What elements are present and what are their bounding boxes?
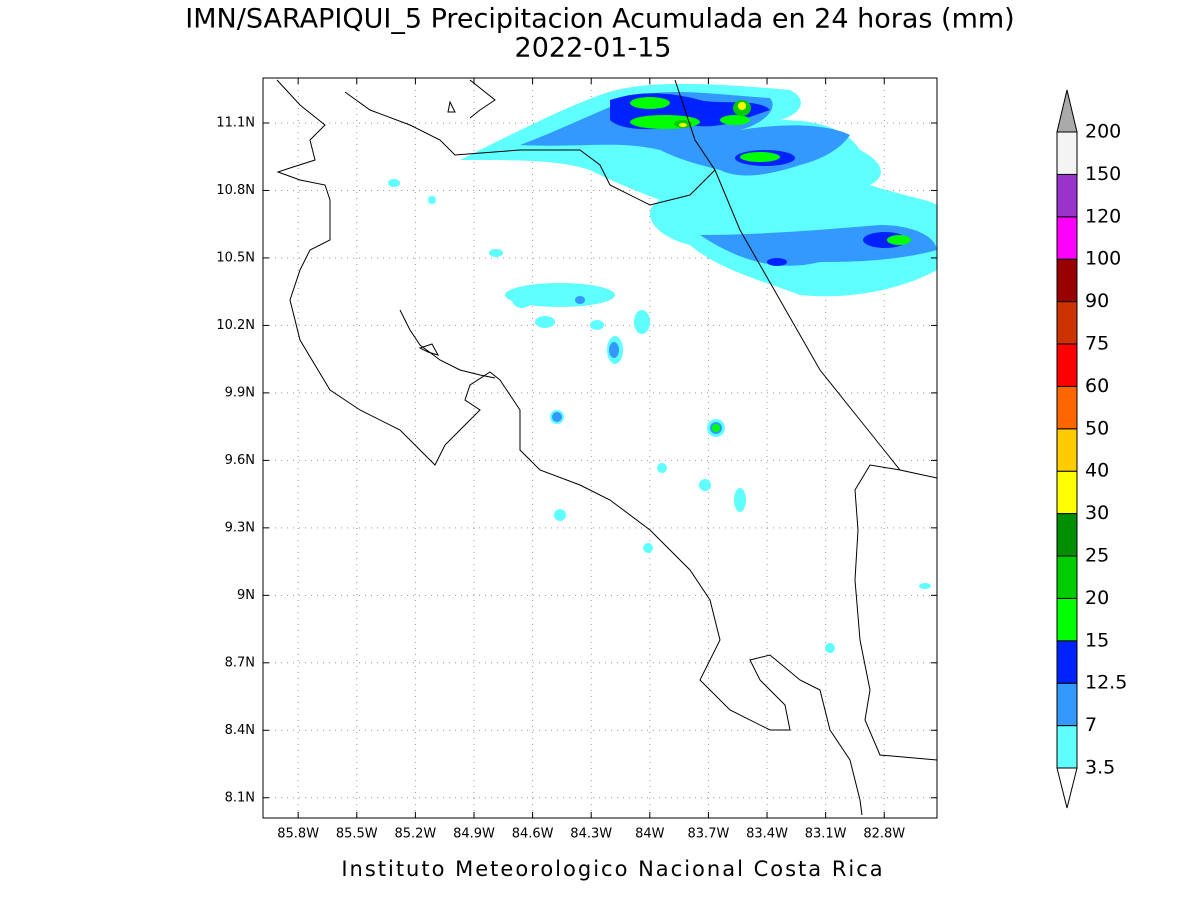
x-tick-label: 85.2W <box>394 827 436 842</box>
colorbar-box <box>1056 258 1078 303</box>
colorbar-box <box>1056 725 1078 769</box>
colorbar-box <box>1056 131 1078 175</box>
colorbar-label: 15 <box>1085 629 1109 651</box>
x-tick-label: 84.6W <box>512 827 554 842</box>
colorbar-label: 200 <box>1085 121 1121 143</box>
colorbar-under <box>1056 767 1078 809</box>
y-tick-label: 9.9N <box>225 385 255 400</box>
colorbar-label: 60 <box>1085 375 1109 397</box>
y-tick-label: 9.3N <box>225 520 255 535</box>
y-tick-label: 11.1N <box>216 115 255 130</box>
colorbar-label: 40 <box>1085 460 1109 482</box>
colorbar-box <box>1056 301 1078 345</box>
colorbar-box <box>1056 216 1078 260</box>
colorbar-label: 7 <box>1085 714 1097 736</box>
colorbar-label: 20 <box>1085 587 1109 609</box>
colorbar-box <box>1056 343 1078 387</box>
x-tick-label: 83.4W <box>746 827 788 842</box>
x-tick-label: 83.1W <box>805 827 847 842</box>
colorbar-box <box>1056 385 1078 430</box>
colorbar-label: 30 <box>1085 502 1109 524</box>
colorbar-label: 25 <box>1085 545 1109 567</box>
colorbar-box <box>1056 682 1078 727</box>
x-tick-label: 84.9W <box>453 827 495 842</box>
colorbar-over <box>1056 89 1078 133</box>
subtitle: 2022-01-15 <box>515 33 672 64</box>
colorbar-label: 75 <box>1085 333 1109 355</box>
x-tick-label: 83.7W <box>688 827 730 842</box>
colorbar-label: 12.5 <box>1085 672 1127 694</box>
x-tick-label: 82.8W <box>863 827 905 842</box>
y-tick-label: 8.4N <box>225 723 255 738</box>
colorbar-box <box>1056 470 1078 515</box>
y-tick-label: 10.2N <box>216 318 255 333</box>
x-tick-label: 84.3W <box>570 827 612 842</box>
colorbar-box <box>1056 597 1078 642</box>
colorbar-label: 50 <box>1085 417 1109 439</box>
y-tick-label: 8.1N <box>225 790 255 805</box>
y-tick-label: 10.8N <box>216 183 255 198</box>
colorbar-box <box>1056 173 1078 218</box>
y-tick-label: 9.6N <box>225 453 255 468</box>
colorbar-box <box>1056 640 1078 684</box>
map-frame <box>262 77 938 819</box>
coastlines <box>276 79 937 816</box>
y-tick-label: 8.7N <box>225 655 255 670</box>
colorbar-box <box>1056 513 1078 557</box>
colorbar-label: 150 <box>1085 163 1121 185</box>
title: IMN/SARAPIQUI_5 Precipitacion Acumulada … <box>185 4 1014 35</box>
colorbar-box <box>1056 555 1078 599</box>
precipitation <box>388 83 937 653</box>
credit: Instituto Meteorologico Nacional Costa R… <box>341 857 884 881</box>
colorbar-label: 100 <box>1085 248 1121 270</box>
y-tick-label: 10.5N <box>216 250 255 265</box>
colorbar: 3.5 7 12.5 15 20 25 30 40 50 60 75 90 100 120 150 200 <box>1056 89 1127 809</box>
colorbar-label: 120 <box>1085 205 1121 227</box>
x-tick-label: 85.5W <box>336 827 378 842</box>
x-tick-label: 84W <box>635 827 665 842</box>
x-tick-label: 85.8W <box>277 827 319 842</box>
colorbar-box <box>1056 428 1078 472</box>
colorbar-label: 3.5 <box>1085 757 1115 779</box>
colorbar-label: 90 <box>1085 290 1109 312</box>
y-tick-label: 9N <box>237 588 255 603</box>
